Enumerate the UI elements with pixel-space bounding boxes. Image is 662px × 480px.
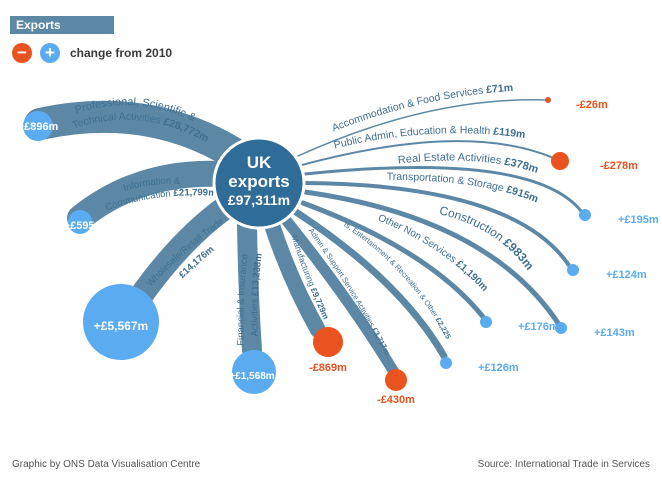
change-label-transportation: +£124m bbox=[606, 269, 647, 281]
sector-value-transportation: £915m bbox=[502, 183, 540, 206]
sector-label-public-admin: Public Admin, Education & Health £119m bbox=[333, 124, 526, 151]
band-financial bbox=[237, 214, 262, 360]
hub-total: £97,311m bbox=[228, 192, 290, 208]
hub-line2: exports bbox=[228, 172, 289, 191]
change-bubble-construction bbox=[555, 322, 567, 334]
change-label-professional: +£896m bbox=[18, 121, 59, 133]
change-bubble-transportation bbox=[567, 264, 579, 276]
footer-source: Source: International Trade in Services bbox=[477, 459, 650, 470]
band-transportation bbox=[304, 181, 574, 272]
change-bubble-information bbox=[68, 210, 92, 234]
footer-credit: Graphic by ONS Data Visualisation Centre bbox=[12, 459, 201, 470]
plus-icon: + bbox=[40, 43, 60, 63]
change-bubble-real-estate bbox=[579, 209, 591, 221]
change-label-financial: +£1,568m bbox=[229, 371, 274, 382]
band-arts bbox=[292, 208, 448, 360]
change-bubble-accommodation bbox=[545, 97, 551, 103]
band-information bbox=[67, 160, 235, 231]
hub-line1: UK bbox=[247, 153, 272, 172]
change-bubble-manufacturing bbox=[313, 327, 343, 357]
change-label-construction: +£143m bbox=[594, 327, 635, 339]
change-label-admin-support: -£430m bbox=[377, 394, 415, 406]
sector-name-construction: Construction bbox=[438, 203, 506, 244]
change-label-manufacturing: -£869m bbox=[309, 362, 347, 374]
band-construction bbox=[302, 189, 563, 329]
sector-name-public-admin: Public Admin, Education & Health bbox=[333, 124, 491, 151]
change-bubble-professional bbox=[23, 111, 53, 141]
minus-icon: − bbox=[12, 43, 32, 63]
change-label-arts: +£126m bbox=[478, 362, 519, 374]
band-manufacturing bbox=[264, 217, 326, 338]
sector-value-accommodation: £71m bbox=[483, 82, 514, 97]
change-bubble-other-non bbox=[480, 316, 492, 328]
change-label-real-estate: +£195m bbox=[618, 214, 659, 226]
legend: − + change from 2010 bbox=[12, 42, 172, 64]
sector-value-information: £21,799m bbox=[170, 187, 216, 199]
band-professional bbox=[24, 100, 254, 172]
band-real-estate bbox=[303, 166, 586, 217]
change-label-accommodation: -£26m bbox=[576, 99, 608, 111]
sector-value-real-estate: £378m bbox=[500, 155, 540, 176]
sector-label-financial-1: Activities £13,238m bbox=[249, 253, 264, 337]
sector-name-real-estate: Real Estate Activities bbox=[397, 151, 502, 167]
band-admin-support bbox=[280, 214, 400, 378]
sector-value-public-admin: £119m bbox=[490, 125, 526, 141]
legend-label: change from 2010 bbox=[70, 46, 173, 60]
change-bubble-arts bbox=[440, 357, 452, 369]
change-label-information: +£595m bbox=[64, 220, 105, 232]
change-label-other-non: +£176m bbox=[518, 321, 559, 333]
change-label-wholesale: +£5,567m bbox=[94, 319, 148, 333]
sector-name-financial: Activities bbox=[249, 298, 260, 336]
hub: UK exports £97,311m bbox=[212, 136, 306, 230]
band-other-non bbox=[300, 200, 487, 321]
change-bubble-admin-support bbox=[385, 369, 407, 391]
header-title: Exports bbox=[10, 16, 114, 34]
sector-value-financial: £13,238m bbox=[250, 253, 265, 299]
change-label-public-admin: -£278m bbox=[600, 160, 638, 172]
change-bubble-wholesale bbox=[83, 284, 159, 360]
band-wholesale bbox=[126, 195, 238, 312]
band-public-admin bbox=[301, 140, 559, 166]
band-accommodation bbox=[297, 99, 549, 157]
change-bubble-financial bbox=[232, 350, 276, 394]
change-bubble-public-admin bbox=[551, 152, 569, 170]
